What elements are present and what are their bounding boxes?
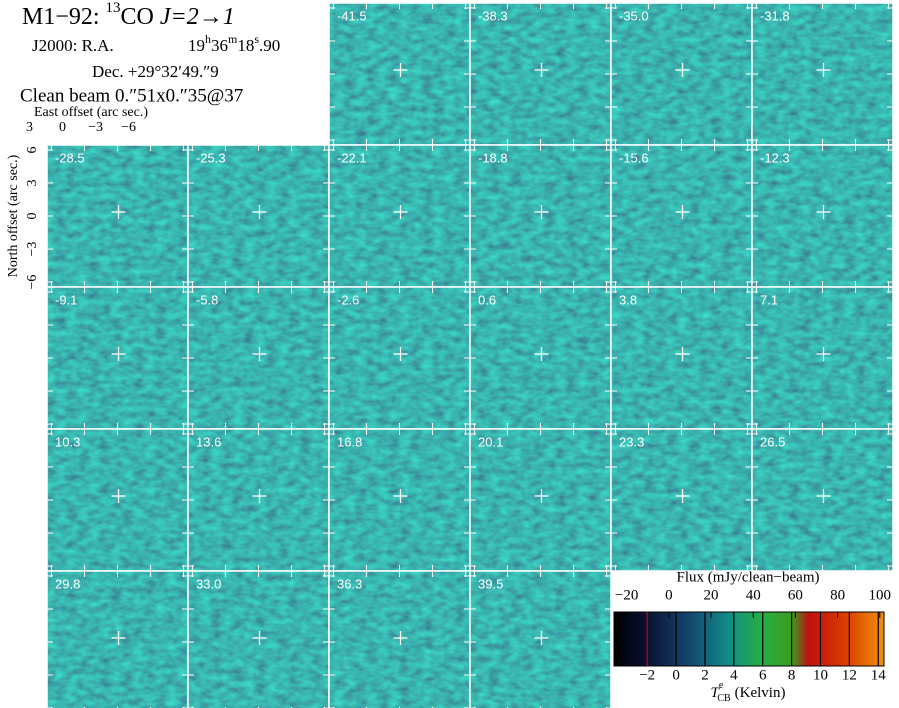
channel-noise: [188, 287, 329, 429]
flux-tick-label: 80: [830, 587, 845, 603]
channel-noise: [47, 571, 188, 708]
kelvin-tick-label: 10: [813, 667, 828, 683]
dec: Dec. +29°32′49.″9: [92, 62, 219, 81]
channel-velocity: 3.8: [619, 292, 637, 307]
channel-velocity: 39.5: [478, 576, 503, 591]
beam: Clean beam 0.″51x0.″35@37: [20, 85, 243, 106]
flux-tick-label: 60: [788, 587, 803, 603]
channel-noise: [752, 3, 893, 145]
kelvin-tick-label: 2: [701, 667, 709, 683]
channel-velocity: 16.8: [337, 434, 362, 449]
channel-velocity: -2.6: [337, 292, 359, 307]
flux-tick-label: 40: [746, 587, 761, 603]
channel-velocity: -18.8: [478, 150, 508, 165]
flux-tick-label: 0: [665, 587, 673, 603]
channel-velocity: 33.0: [196, 576, 221, 591]
ra-label: J2000: R.A.: [32, 36, 114, 55]
flux-tick-label: −20: [615, 587, 638, 603]
kelvin-tick-label: 12: [842, 667, 857, 683]
channel-noise: [329, 429, 470, 571]
unit-symbol: T: [711, 685, 721, 701]
channel-noise: [188, 429, 329, 571]
channel-noise: [329, 287, 470, 429]
channel-velocity: 26.5: [760, 434, 785, 449]
channel-velocity: -35.0: [619, 8, 649, 23]
channel-noise: [470, 571, 611, 708]
y-axis-label: North offset (arc sec.): [6, 154, 21, 277]
channel-noise: [47, 429, 188, 571]
ra-number: 18: [237, 36, 254, 55]
channel-noise: [470, 3, 611, 145]
channel-noise: [611, 145, 752, 287]
channel-noise: [470, 145, 611, 287]
channel-velocity: 10.3: [55, 434, 80, 449]
channel-velocity: -31.8: [760, 8, 790, 23]
channel-noise: [752, 145, 893, 287]
channel-noise: [188, 145, 329, 287]
title: M1−92: 13CO J=2→1: [22, 0, 235, 29]
kelvin-tick-label: 14: [871, 667, 887, 683]
channel-velocity: -41.5: [337, 8, 367, 23]
channel-velocity: 7.1: [760, 292, 778, 307]
x-axis-label: East offset (arc sec.): [34, 105, 148, 120]
channel-noise: [470, 287, 611, 429]
x-tick-label: −3: [88, 120, 103, 135]
channel-noise: [752, 287, 893, 429]
unit-sub: CB: [717, 693, 731, 704]
ra-unit: h: [205, 32, 211, 46]
channel-velocity: -28.5: [55, 150, 85, 165]
y-tick-label: −6: [25, 275, 40, 290]
channel-velocity: -5.8: [196, 292, 218, 307]
channel-noise: [752, 429, 893, 571]
x-tick-label: −6: [121, 120, 136, 135]
channel-noise: [611, 287, 752, 429]
y-tick-label: 0: [25, 213, 40, 220]
y-tick-label: 6: [25, 146, 40, 153]
channel-velocity: 29.8: [55, 576, 80, 591]
channel-noise: [47, 145, 188, 287]
ra-number: 36: [211, 36, 228, 55]
ra-number: 19: [188, 36, 205, 55]
channel-noise: [47, 287, 188, 429]
channel-velocity: -25.3: [196, 150, 226, 165]
channel-noise: [188, 571, 329, 708]
kelvin-tick-label: 4: [730, 667, 738, 683]
ra-unit: s: [254, 32, 259, 46]
channel-velocity: 36.3: [337, 576, 362, 591]
x-tick-label: 3: [26, 120, 33, 135]
channel-velocity: 20.1: [478, 434, 503, 449]
channel-velocity: 13.6: [196, 434, 221, 449]
colorbar: [613, 611, 885, 667]
flux-tick-label: 100: [869, 587, 892, 603]
y-tick-label: 3: [25, 179, 40, 186]
colorbar-unit: Te CB (Kelvin): [711, 680, 786, 704]
channel-velocity: 0.6: [478, 292, 496, 307]
unit-sup: e: [719, 680, 724, 691]
channel-velocity: -22.1: [337, 150, 367, 165]
kelvin-tick-label: −2: [639, 667, 655, 683]
channel-velocity: -15.6: [619, 150, 649, 165]
channel-noise: [470, 429, 611, 571]
kelvin-tick-label: 0: [672, 667, 680, 683]
x-tick-label: 0: [59, 120, 66, 135]
channel-noise: [329, 571, 470, 708]
ra-unit: m: [228, 32, 238, 46]
kelvin-tick-label: 6: [759, 667, 767, 683]
channel-velocity: -38.3: [478, 8, 508, 23]
channel-velocity: -12.3: [760, 150, 790, 165]
ra-number: .90: [259, 36, 280, 55]
kelvin-tick-label: 8: [788, 667, 796, 683]
ra-value: 19h36m18s.90: [188, 32, 280, 55]
y-tick-label: −3: [25, 242, 40, 257]
channel-noise: [329, 3, 470, 145]
channel-velocity: -9.1: [55, 292, 77, 307]
unit-text: (Kelvin): [735, 685, 786, 701]
colorbar-title: Flux (mJy/clean−beam): [676, 569, 819, 585]
channel-noise: [611, 429, 752, 571]
channel-noise: [329, 145, 470, 287]
channel-noise: [611, 3, 752, 145]
flux-tick-label: 20: [704, 587, 719, 603]
channel-velocity: 23.3: [619, 434, 644, 449]
